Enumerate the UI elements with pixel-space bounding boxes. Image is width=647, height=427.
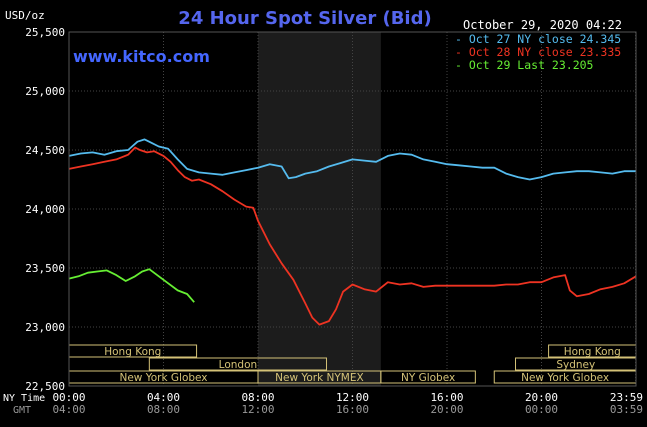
x-tick-label-ny: 00:00 bbox=[52, 391, 85, 404]
chart-timestamp: October 29, 2020 04:22 bbox=[463, 18, 622, 32]
kitco-watermark: www.kitco.com bbox=[73, 47, 210, 66]
x-tick-label-ny: 12:00 bbox=[336, 391, 369, 404]
legend: - Oct 27 NY close 24.345- Oct 28 NY clos… bbox=[455, 32, 621, 72]
session-box bbox=[148, 357, 328, 371]
legend-entry: - Oct 29 Last 23.205 bbox=[455, 58, 593, 72]
x-axis-labels: 00:0004:0004:0008:0008:0012:0012:0016:00… bbox=[52, 391, 643, 416]
y-tick-label: 25,000 bbox=[25, 85, 65, 98]
y-axis-labels: 25,500 25,000 24,500 24,000 23,500 23,000 22,5… bbox=[25, 26, 65, 393]
x-tick-label-gmt: 16:00 bbox=[336, 403, 369, 416]
x-tick-label-ny: 16:00 bbox=[430, 391, 463, 404]
legend-entry: - Oct 28 NY close 23.335 bbox=[455, 45, 621, 59]
y-tick-label: 24,000 bbox=[25, 203, 65, 216]
y-tick-label: 22,500 bbox=[25, 380, 65, 393]
session-label: Sydney bbox=[556, 359, 595, 371]
series-line bbox=[68, 138, 636, 181]
legend-entry: - Oct 27 NY close 24.345 bbox=[455, 32, 621, 46]
series-line bbox=[68, 146, 637, 326]
x-tick-label-gmt: 08:00 bbox=[147, 403, 180, 416]
chart-title: 24 Hour Spot Silver (Bid) bbox=[178, 8, 431, 29]
x-tick-label-gmt: 03:59 bbox=[610, 403, 643, 416]
session-label: New York Globex bbox=[521, 372, 609, 384]
session-label: New York Globex bbox=[119, 372, 207, 384]
x-tick-label-gmt: 00:00 bbox=[525, 403, 558, 416]
session-label: London bbox=[219, 359, 258, 371]
x-tick-label-gmt: 12:00 bbox=[241, 403, 274, 416]
session-label: NY Globex bbox=[401, 372, 455, 384]
y-tick-label: 23,500 bbox=[25, 262, 65, 275]
session-box bbox=[380, 370, 476, 384]
plot-border bbox=[68, 31, 637, 387]
ny-time-label: NY Time bbox=[3, 393, 45, 404]
series-line bbox=[68, 268, 195, 303]
session-label: Hong Kong bbox=[104, 346, 161, 358]
x-tick-label-ny: 23:59 bbox=[610, 391, 643, 404]
gmt-label: GMT bbox=[13, 405, 31, 416]
y-axis-unit-label: USD/oz bbox=[5, 9, 45, 22]
x-tick-label-ny: 20:00 bbox=[525, 391, 558, 404]
y-tick-label: 23,000 bbox=[25, 321, 65, 334]
series-lines bbox=[68, 138, 637, 326]
session-label: New York NYMEX bbox=[275, 372, 364, 384]
x-tick-label-gmt: 04:00 bbox=[52, 403, 85, 416]
x-tick-label-ny: 04:00 bbox=[147, 391, 180, 404]
y-tick-label: 24,500 bbox=[25, 144, 65, 157]
y-tick-label: 25,500 bbox=[25, 26, 65, 39]
x-tick-label-gmt: 20:00 bbox=[430, 403, 463, 416]
x-tick-label-ny: 08:00 bbox=[241, 391, 274, 404]
session-label: Hong Kong bbox=[564, 346, 621, 358]
